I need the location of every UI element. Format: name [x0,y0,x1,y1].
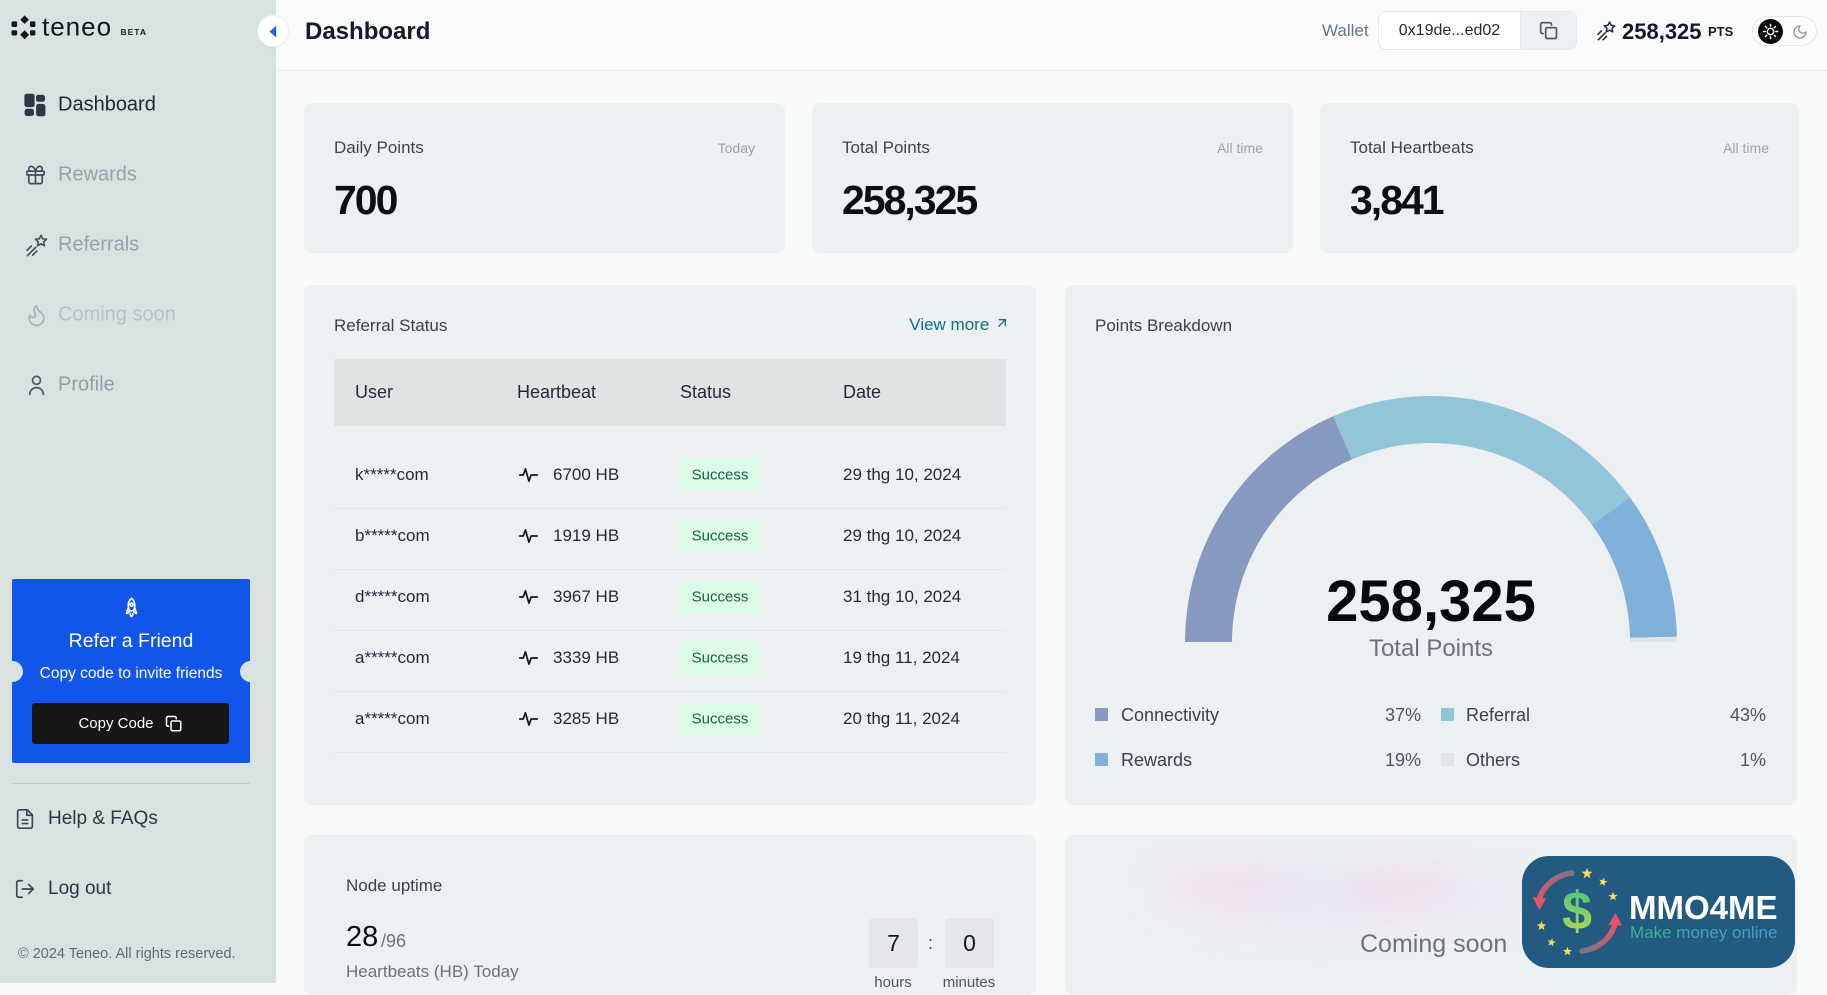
svg-text:$: $ [1562,881,1592,941]
svg-text:teneo: teneo [42,12,112,42]
svg-text:BETA: BETA [121,27,148,37]
